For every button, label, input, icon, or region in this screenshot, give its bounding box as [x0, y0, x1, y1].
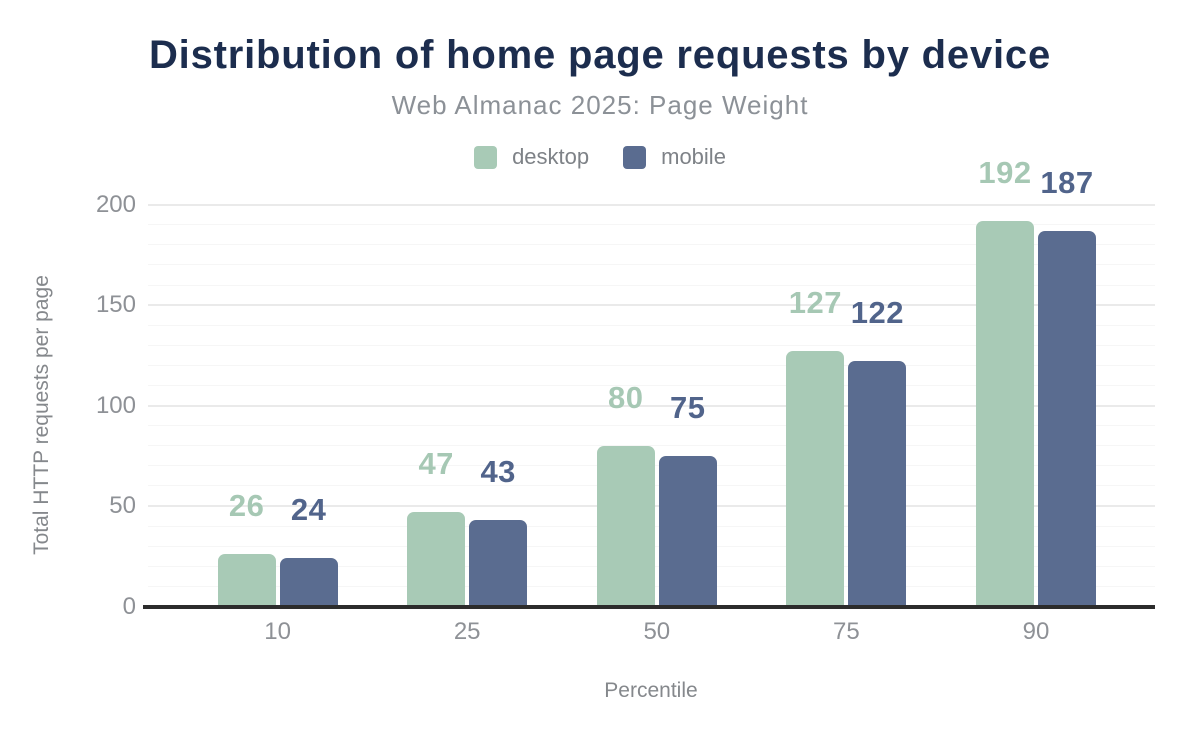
gridline-minor	[148, 324, 1155, 326]
legend-swatch-mobile	[623, 145, 647, 169]
gridline-minor	[148, 425, 1155, 427]
y-tick-label-200: 200	[95, 190, 136, 218]
gridline-minor	[148, 385, 1155, 386]
bar-mobile-90	[1038, 230, 1096, 609]
value-label-mobile-10: 24	[290, 492, 327, 528]
y-tick-label-0: 0	[122, 592, 136, 620]
value-label-desktop-50: 80	[608, 379, 644, 415]
bar-desktop-75	[786, 351, 845, 609]
value-label-mobile-75: 122	[850, 295, 905, 331]
x-tick-label-75: 75	[833, 618, 860, 645]
legend-swatch-desktop	[474, 145, 498, 169]
gridline-minor	[148, 364, 1155, 366]
y-tick-label-150: 150	[95, 291, 136, 319]
x-axis-line	[143, 605, 1155, 609]
legend: desktop mobile	[0, 143, 1200, 171]
chart-subtitle: Web Almanac 2025: Page Weight	[391, 90, 809, 120]
x-tick-label-50: 50	[643, 618, 671, 645]
bar-desktop-10	[217, 554, 276, 609]
y-tick-label-100: 100	[95, 391, 136, 419]
legend-label-mobile: mobile	[661, 144, 726, 169]
y-axis-title: Total HTTP requests per page	[30, 275, 53, 555]
x-axis-title: Percentile	[604, 679, 698, 702]
bar-mobile-50	[658, 455, 717, 609]
legend-label-desktop: desktop	[512, 144, 590, 169]
bar-desktop-25	[407, 512, 466, 609]
gridline-minor	[148, 284, 1155, 286]
gridline-major	[148, 304, 1155, 307]
chart-title: Distribution of home page requests by de…	[148, 33, 1052, 77]
value-label-desktop-90: 192	[978, 154, 1032, 190]
gridline-major	[148, 404, 1155, 407]
y-tick-label-50: 50	[109, 492, 136, 520]
gridline-minor	[148, 244, 1155, 246]
value-label-desktop-75: 127	[788, 285, 843, 321]
bar-mobile-75	[848, 361, 907, 609]
gridline-major	[148, 203, 1155, 206]
value-label-desktop-10: 26	[228, 488, 265, 524]
gridline-minor	[148, 344, 1155, 346]
gridline-minor	[148, 445, 1155, 447]
gridline-minor	[148, 264, 1155, 266]
gridline-minor	[148, 224, 1155, 226]
x-tick-label-25: 25	[453, 618, 481, 645]
legend-item-mobile: mobile	[623, 144, 726, 170]
x-tick-label-10: 10	[264, 618, 291, 645]
bar-mobile-10	[279, 558, 338, 609]
value-label-mobile-25: 43	[480, 454, 516, 490]
legend-item-desktop: desktop	[474, 144, 589, 170]
value-label-mobile-50: 75	[670, 389, 706, 425]
bar-desktop-50	[596, 445, 655, 609]
value-label-desktop-25: 47	[418, 446, 454, 482]
x-tick-label-90: 90	[1022, 618, 1050, 645]
value-label-mobile-90: 187	[1040, 164, 1094, 200]
bar-mobile-25	[469, 520, 528, 609]
bar-desktop-90	[976, 220, 1034, 609]
